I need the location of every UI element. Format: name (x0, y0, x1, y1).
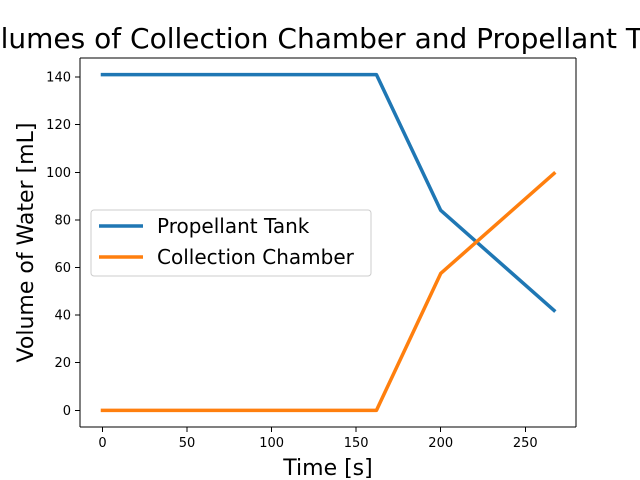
y-tick-label: 20 (54, 356, 71, 371)
legend-frame (90, 209, 372, 277)
x-tick-label: 150 (344, 436, 369, 451)
series-line-2 (100, 170, 557, 413)
y-tick-label: 80 (54, 213, 71, 228)
series-layer (100, 72, 557, 413)
y-axis-title: Volume of Water [mL] (14, 123, 39, 363)
x-tick-label: 50 (179, 436, 196, 451)
y-tick-label: 0 (63, 404, 71, 419)
axes (79, 57, 577, 428)
x-axis-title: Time [s] (282, 456, 372, 480)
x-tick-label: 200 (428, 436, 453, 451)
y-tick-label: 140 (46, 71, 71, 86)
legend-label-1: Propellant Tank (157, 214, 310, 238)
y-tick-label: 60 (54, 261, 71, 276)
chart-title: Volumes of Collection Chamber and Propel… (0, 22, 640, 55)
legend-label-2: Collection Chamber (157, 245, 355, 269)
y-tick-label: 40 (54, 309, 71, 324)
x-tick-label: 250 (513, 436, 538, 451)
series-line-1 (100, 72, 557, 313)
legend: Propellant Tank Collection Chamber (90, 209, 372, 277)
y-tick-label: 120 (46, 118, 71, 133)
y-tick-label: 100 (46, 166, 71, 181)
x-tick-label: 100 (259, 436, 284, 451)
ticks: 0 50 100 150 200 250 0 20 40 60 80 100 120 140 (46, 71, 538, 451)
x-tick-label: 0 (98, 436, 106, 451)
